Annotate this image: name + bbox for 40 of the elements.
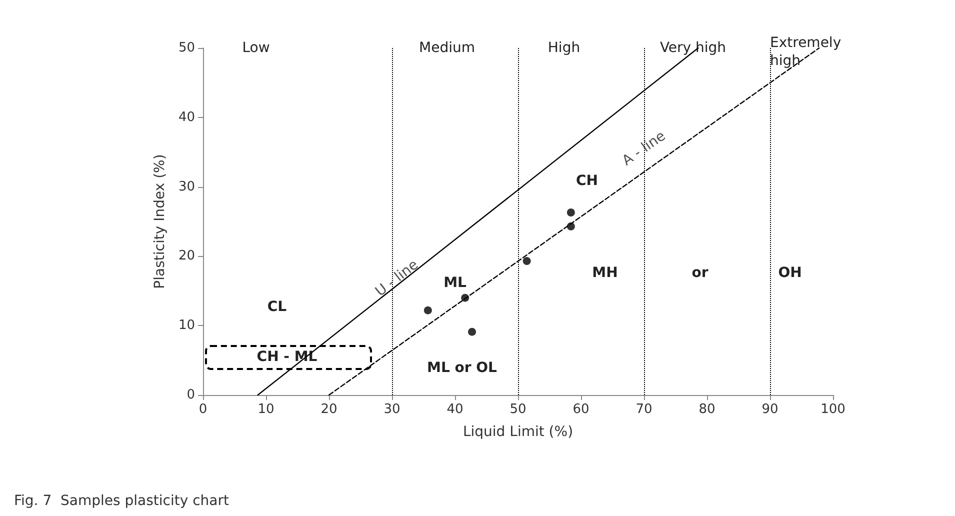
x-tick-label: 0 — [198, 402, 208, 417]
annotation: OH — [778, 265, 802, 281]
annotation: ML — [444, 275, 466, 291]
point — [468, 328, 476, 336]
annotation: Very high — [660, 40, 726, 56]
caption: Fig. 7 Samples plasticity chart — [14, 493, 230, 509]
point — [424, 306, 432, 314]
annotation: MH — [592, 265, 618, 281]
annotation: High — [548, 40, 580, 56]
x-tick-label: 20 — [320, 402, 338, 417]
point — [522, 257, 531, 266]
y-tick-label: 10 — [178, 318, 195, 334]
annotation: U - line — [372, 256, 422, 300]
x-tick-label: 100 — [820, 402, 846, 417]
annotation: Low — [242, 40, 270, 56]
point — [566, 222, 575, 230]
y-tick-label: 40 — [178, 110, 195, 125]
annotation: CL — [267, 299, 287, 315]
point — [461, 294, 470, 302]
x-tick-label: 30 — [384, 402, 400, 417]
x-tick-label: 60 — [572, 402, 590, 417]
y-tick-label: 50 — [178, 40, 195, 56]
x-tick-label: 10 — [258, 402, 274, 417]
x-tick-label: 70 — [636, 402, 652, 417]
annotation: A - line — [619, 128, 669, 170]
x-tick-label: 80 — [698, 402, 716, 417]
y-tick-label: 30 — [178, 179, 195, 194]
x-tick-label: 40 — [446, 402, 464, 417]
y-axis-title: Plasticity Index (%) — [152, 154, 168, 289]
annotation: or — [692, 265, 708, 281]
y-tick-label: 0 — [186, 388, 195, 402]
x-axis-title: Liquid Limit (%) — [462, 424, 574, 440]
annotation: ML or OL — [427, 360, 498, 376]
x-tick-label: 50 — [510, 402, 526, 417]
annotation: CH — [576, 173, 598, 189]
point — [566, 208, 575, 216]
annotation: Extremely high — [770, 35, 842, 69]
annotation: Medium — [419, 40, 475, 56]
x-tick-label: 90 — [762, 402, 778, 417]
y-tick-label: 20 — [178, 248, 195, 264]
